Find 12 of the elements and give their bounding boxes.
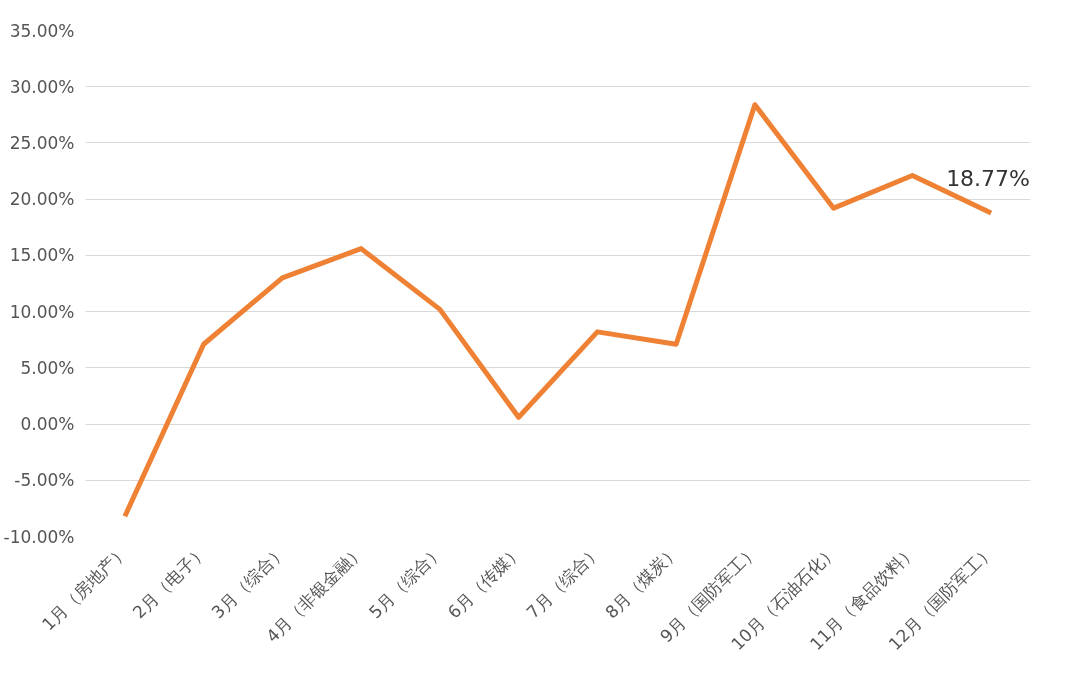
y-tick-label: 15.00% — [9, 245, 75, 266]
y-tick-label: 25.00% — [9, 132, 75, 153]
data-label: 18.77% — [946, 166, 1031, 191]
y-tick-label: 10.00% — [9, 301, 75, 322]
x-tick-label: 2月（电子） — [128, 540, 211, 623]
y-tick-label: -5.00% — [14, 470, 75, 491]
y-tick-label: 20.00% — [9, 189, 75, 210]
y-tick-label: -10.00% — [3, 526, 75, 547]
y-tick-label: 35.00% — [9, 20, 75, 41]
y-tick-label: 0.00% — [20, 414, 75, 435]
y-tick-label: 30.00% — [9, 76, 75, 97]
y-tick-label: 5.00% — [20, 357, 75, 378]
